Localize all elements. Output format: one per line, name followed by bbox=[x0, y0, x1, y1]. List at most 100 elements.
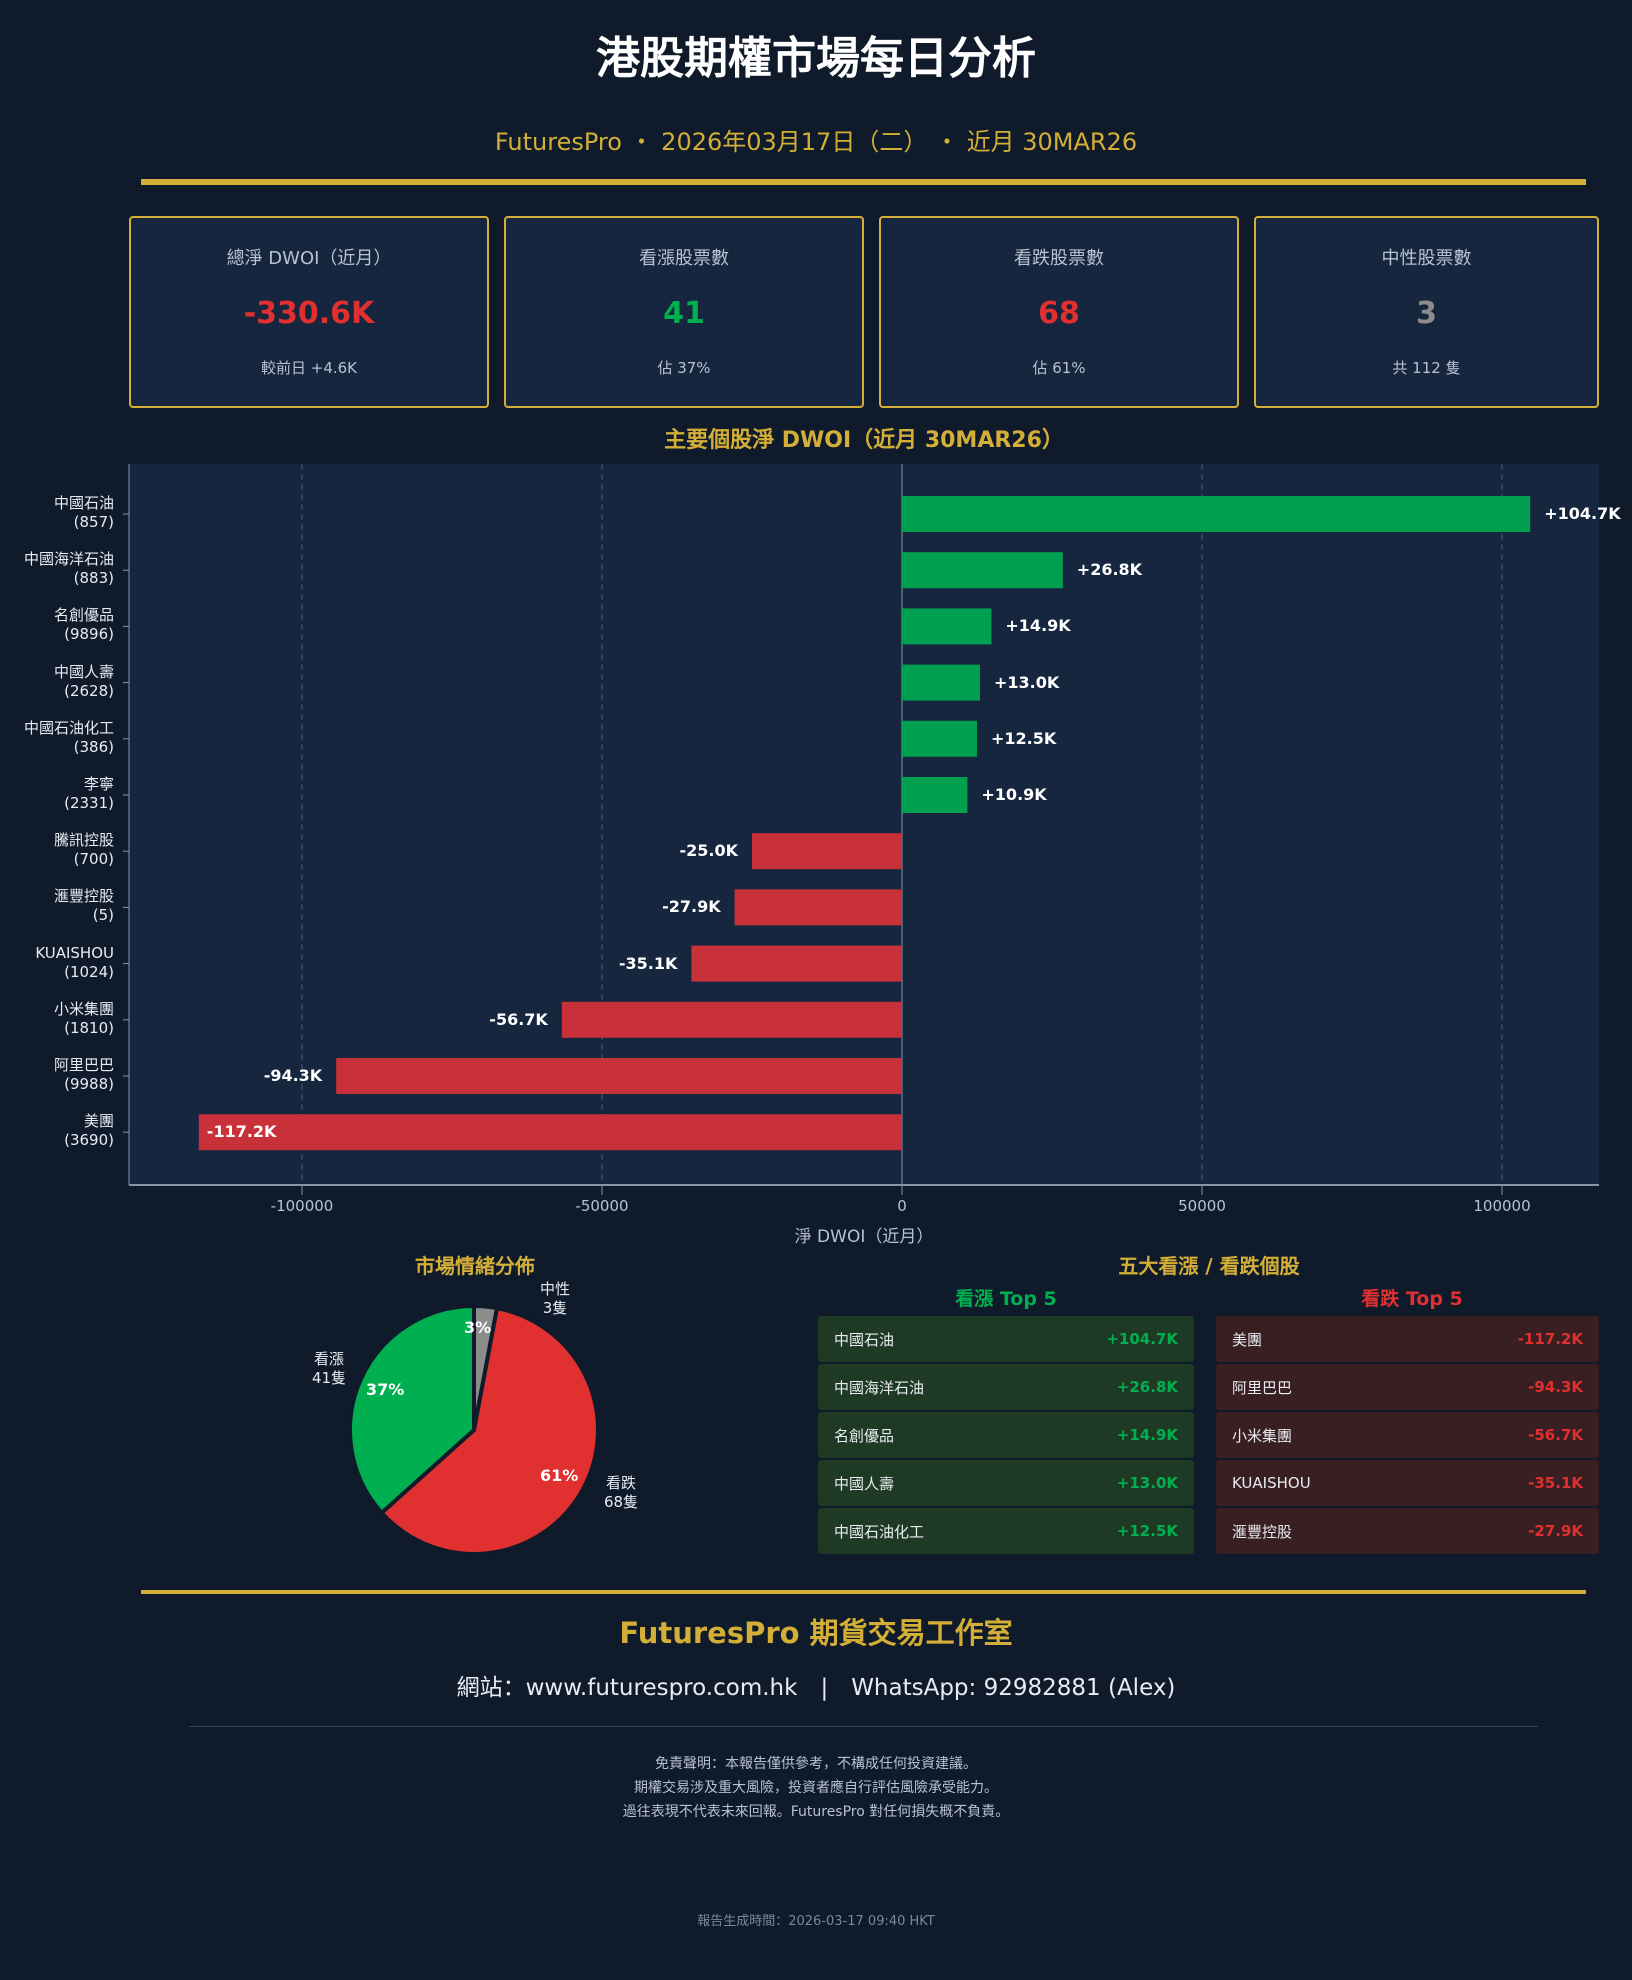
bar bbox=[198, 1114, 903, 1151]
x-tick-label: -50000 bbox=[575, 1197, 629, 1215]
pie-chart bbox=[348, 1303, 600, 1556]
bar-value-label: +14.9K bbox=[1005, 616, 1071, 636]
card-label: 總淨 DWOI（近月） bbox=[226, 248, 392, 269]
bear-row: 小米集團 -56.7K bbox=[1216, 1412, 1599, 1458]
category-name: 滙豐控股 bbox=[53, 887, 114, 906]
category-code: (1024) bbox=[64, 962, 114, 981]
bar-value-label: +13.0K bbox=[994, 672, 1060, 692]
bar-value-label: -35.1K bbox=[618, 953, 678, 973]
stock-dwoi: +12.5K bbox=[1116, 1522, 1178, 1540]
pie-slice bbox=[378, 1305, 600, 1556]
stock-dwoi: -94.3K bbox=[1528, 1378, 1583, 1396]
category-code: (883) bbox=[73, 569, 114, 588]
stock-dwoi: -56.7K bbox=[1528, 1426, 1583, 1444]
category-name: 李寧 bbox=[83, 775, 114, 793]
category-name: 名創優品 bbox=[53, 606, 114, 625]
bull-top5-table: 中國石油 +104.7K 中國海洋石油 +26.8K 名創優品 +14.9K 中國人壽 +13… bbox=[818, 1316, 1194, 1556]
top5-title: 五大看漲 / 看跌個股 bbox=[1118, 1254, 1300, 1278]
y-category-label: KUAISHOU (1024) bbox=[35, 944, 114, 982]
stock-dwoi: +104.7K bbox=[1106, 1330, 1178, 1348]
category-code: (386) bbox=[73, 737, 114, 756]
bar-value-label: -25.0K bbox=[679, 841, 738, 861]
category-name: 中國人壽 bbox=[53, 662, 114, 681]
card-label: 看跌股票數 bbox=[1014, 248, 1104, 269]
pie-label-count: 41隻 bbox=[312, 1369, 347, 1387]
stock-name: 中國海洋石油 bbox=[834, 1378, 925, 1397]
stock-dwoi: +14.9K bbox=[1116, 1426, 1178, 1444]
stock-name: 小米集團 bbox=[1232, 1426, 1293, 1445]
footer-brand: FuturesPro 期貨交易工作室 bbox=[619, 1616, 1013, 1650]
category-name: 阿里巴巴 bbox=[53, 1056, 114, 1074]
category-name: KUAISHOU bbox=[35, 943, 114, 962]
y-category-label: 中國石油 (857) bbox=[54, 494, 114, 532]
category-code: (1810) bbox=[64, 1018, 114, 1037]
bar-value-label: +12.5K bbox=[991, 728, 1057, 748]
pie-pct-label: 3% bbox=[464, 1318, 492, 1337]
bar-chart bbox=[123, 464, 1599, 1195]
pie-label-count: 3隻 bbox=[542, 1299, 568, 1317]
bar-value-label: -117.2K bbox=[206, 1122, 277, 1142]
category-code: (857) bbox=[73, 513, 114, 531]
bull-row: 名創優品 +14.9K bbox=[818, 1412, 1194, 1458]
category-name: 騰訊控股 bbox=[53, 831, 114, 850]
pie-slice-label: 中性 3隻 bbox=[540, 1280, 570, 1318]
pie-label-name: 中性 bbox=[540, 1280, 571, 1298]
category-code: (2628) bbox=[64, 681, 114, 700]
divider bbox=[141, 179, 1586, 185]
bear-top5-title: 看跌 Top 5 bbox=[1361, 1288, 1463, 1310]
bear-row: KUAISHOU -35.1K bbox=[1216, 1460, 1599, 1506]
disclaimer-line: 期權交易涉及重大風險，投資者應自行評估風險承受能力。 bbox=[634, 1780, 998, 1796]
disclaimer: 免責聲明：本報告僅供參考，不構成任何投資建議。 期權交易涉及重大風險，投資者應自… bbox=[0, 1752, 1632, 1824]
pie-pct-label: 37% bbox=[366, 1380, 405, 1399]
bar-value-label: -27.9K bbox=[662, 897, 721, 917]
bar bbox=[902, 777, 968, 813]
bar bbox=[752, 833, 902, 870]
card-value: 3 bbox=[1416, 296, 1437, 331]
bar-value-label: +26.8K bbox=[1076, 560, 1143, 580]
disclaimer-line: 免責聲明：本報告僅供參考，不構成任何投資建議。 bbox=[655, 1756, 977, 1772]
card-note: 佔 61% bbox=[1032, 359, 1086, 377]
category-name: 中國石油化工 bbox=[23, 718, 114, 737]
card-bearish-count: 看跌股票數 68 佔 61% bbox=[879, 216, 1239, 408]
x-tick-label: 50000 bbox=[1178, 1197, 1226, 1215]
pie-slice bbox=[348, 1303, 476, 1516]
bull-row: 中國石油 +104.7K bbox=[818, 1316, 1194, 1362]
bar-value-label: +104.7K bbox=[1544, 504, 1621, 523]
y-category-label: 騰訊控股 (700) bbox=[54, 831, 114, 869]
pie-slice-label: 看漲 41隻 bbox=[312, 1350, 346, 1388]
bar-chart-title: 主要個股淨 DWOI（近月 30MAR26） bbox=[664, 428, 1064, 453]
category-code: (2331) bbox=[64, 794, 114, 812]
bear-row: 滙豐控股 -27.9K bbox=[1216, 1508, 1599, 1554]
card-note: 較前日 +4.6K bbox=[260, 359, 358, 377]
bar bbox=[902, 720, 977, 757]
stock-name: 中國石油 bbox=[834, 1330, 895, 1349]
stock-dwoi: -117.2K bbox=[1517, 1330, 1583, 1348]
pie-title: 市場情緒分佈 bbox=[415, 1254, 535, 1278]
stock-name: 滙豐控股 bbox=[1232, 1522, 1293, 1541]
bear-row: 阿里巴巴 -94.3K bbox=[1216, 1364, 1599, 1410]
y-category-label: 滙豐控股 (5) bbox=[54, 887, 114, 925]
stock-name: 名創優品 bbox=[834, 1426, 895, 1445]
stock-name: 中國人壽 bbox=[834, 1474, 895, 1493]
bear-row: 美團 -117.2K bbox=[1216, 1316, 1599, 1362]
bull-row: 中國海洋石油 +26.8K bbox=[818, 1364, 1194, 1410]
category-code: (700) bbox=[73, 850, 114, 869]
category-code: (5) bbox=[92, 906, 114, 925]
y-category-label: 李寧 (2331) bbox=[64, 775, 114, 813]
category-code: (3690) bbox=[64, 1131, 114, 1150]
stock-dwoi: -35.1K bbox=[1528, 1474, 1583, 1492]
x-axis-label: 淨 DWOI（近月） bbox=[794, 1227, 934, 1247]
card-note: 佔 37% bbox=[657, 359, 711, 377]
bar bbox=[902, 496, 1531, 532]
bar bbox=[902, 664, 980, 701]
bar-value-label: -56.7K bbox=[489, 1009, 548, 1029]
y-category-label: 阿里巴巴 (9988) bbox=[54, 1056, 114, 1094]
card-note: 共 112 隻 bbox=[1392, 359, 1461, 377]
x-tick-label: -100000 bbox=[270, 1197, 334, 1215]
y-category-label: 中國石油化工 (386) bbox=[24, 719, 114, 757]
bar-value-label: +10.9K bbox=[981, 785, 1047, 804]
stock-name: 阿里巴巴 bbox=[1232, 1378, 1293, 1397]
category-name: 中國海洋石油 bbox=[23, 550, 114, 569]
card-value: 41 bbox=[663, 296, 705, 331]
category-code: (9988) bbox=[64, 1075, 114, 1093]
